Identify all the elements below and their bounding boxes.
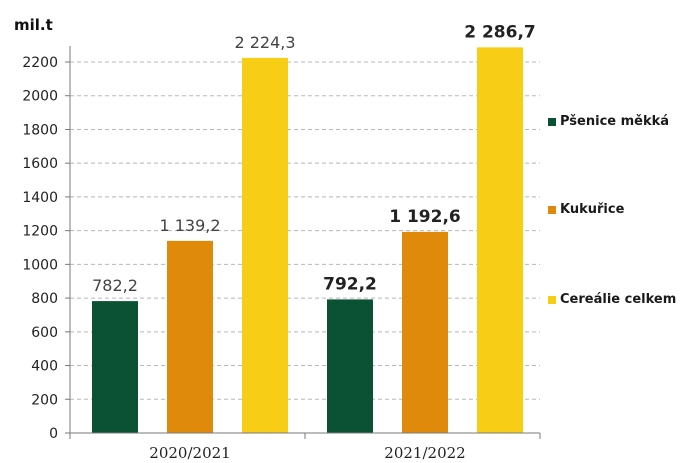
x-tick-label: 2020/2021 (149, 444, 230, 462)
bar (402, 231, 448, 433)
data-label: 1 139,2 (159, 216, 220, 235)
data-label: 782,2 (92, 276, 138, 295)
data-label: 792,2 (323, 274, 377, 294)
legend-item: Kukuřice (548, 202, 624, 217)
y-tick-label: 1600 (22, 156, 58, 172)
legend-swatch (548, 117, 556, 126)
data-labels: 782,2 1 139,2 2 224,3 792,2 1 192,6 2 286,7 (92, 22, 536, 295)
bars (92, 47, 523, 434)
legend-label: Pšenice měkká (560, 114, 670, 129)
bar (242, 57, 288, 434)
y-tick-label: 200 (31, 392, 58, 408)
gridlines (70, 61, 540, 400)
bar (167, 240, 213, 433)
y-tick-label: 1800 (22, 122, 58, 138)
y-tick-label: 600 (31, 325, 58, 341)
data-label: 2 224,3 (234, 33, 295, 52)
y-tick-label: 400 (31, 359, 58, 375)
bar (92, 301, 138, 433)
y-tick-label: 0 (49, 426, 58, 442)
y-tick-label: 1400 (22, 190, 58, 206)
x-axis-ticks: 2020/2021 2021/2022 (69, 433, 541, 462)
legend-item: Cereálie celkem (548, 292, 676, 307)
legend-label: Cereálie celkem (560, 292, 677, 307)
y-tick-label: 2000 (22, 89, 58, 105)
y-axis-label: mil.t (14, 16, 53, 34)
y-tick-label: 2200 (22, 55, 58, 71)
x-tick-label: 2021/2022 (384, 444, 465, 462)
y-tick-label: 1200 (22, 224, 58, 240)
legend-swatch (548, 295, 556, 304)
legend-label: Kukuřice (560, 202, 625, 217)
y-axis-ticks: 0 200 400 600 800 1000 1200 1400 1600 1800 2000 220… (22, 55, 70, 442)
data-label: 2 286,7 (464, 22, 536, 42)
legend-item: Pšenice měkká (548, 114, 669, 129)
y-tick-label: 800 (31, 291, 58, 307)
legend-swatch (548, 205, 556, 214)
bar (327, 299, 373, 433)
data-label: 1 192,6 (389, 207, 461, 227)
y-tick-label: 1000 (22, 257, 58, 273)
bar (477, 47, 523, 434)
